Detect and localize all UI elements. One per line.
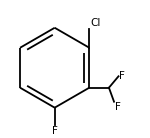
Text: F: F <box>119 71 125 81</box>
Text: F: F <box>115 102 121 112</box>
Text: Cl: Cl <box>90 18 100 28</box>
Text: F: F <box>52 126 58 136</box>
